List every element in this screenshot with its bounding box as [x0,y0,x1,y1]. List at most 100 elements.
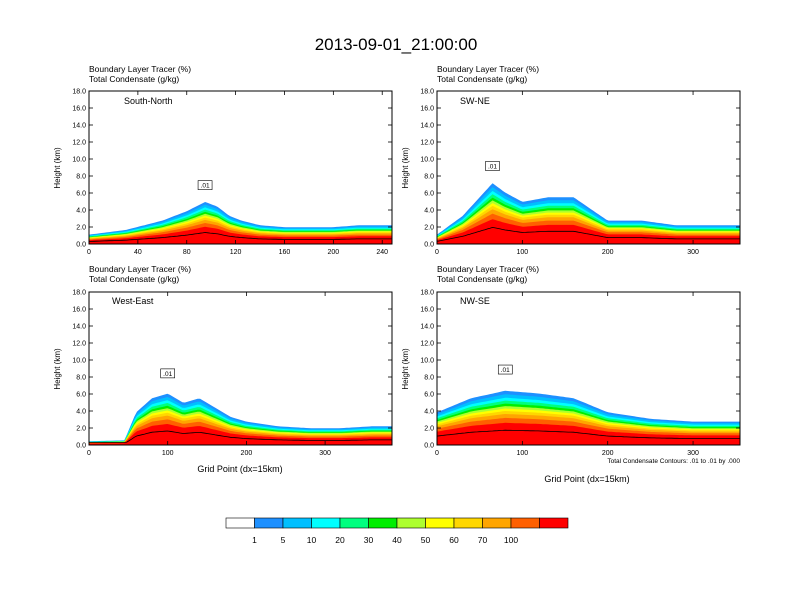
contour-note: Total Condensate Contours: .01 to .01 by… [607,458,740,465]
colorbar-label: 1 [252,535,257,545]
y-tick-label: 6.0 [76,191,86,198]
x-tick-label: 300 [319,450,331,457]
x-tick-label: 0 [435,249,439,256]
colorbar-swatch [453,517,483,529]
plot-area: 0.0 2.0 4.0 6.0 8.0 10.0 12.0 14.0 16.0 18.0 0 100 2… [72,290,393,457]
panel-sw-ne: Boundary Layer Tracer (%) Total Condensa… [401,64,741,256]
plot-area: 0.0 2.0 4.0 6.0 8.0 10.0 12.0 14.0 16.0 18.0 0 40 80… [72,89,393,256]
x-tick-label: 300 [687,249,699,256]
y-axis-label: Height (km) [53,147,62,189]
y-tick-label: 2.0 [424,426,434,433]
colorbar-swatch [368,517,398,529]
contour-label: .01 [163,371,172,378]
x-tick-label: 80 [183,249,191,256]
x-tick-label: 200 [241,450,253,457]
contour-label-box [197,180,213,190]
y-tick-label: 18.0 [420,290,434,297]
colorbar: 1 5 10 20 30 40 50 60 70 100 [225,517,569,545]
panel-subtitle-tracer: Boundary Layer Tracer (%) [437,264,539,274]
colorbar-swatch [396,517,426,529]
y-axis-label: Height (km) [401,147,410,189]
y-tick-label: 16.0 [72,106,86,113]
colorbar-label: 10 [307,535,317,545]
y-tick-label: 18.0 [72,89,86,96]
plot-area: 0.0 2.0 4.0 6.0 8.0 10.0 12.0 14.0 16.0 18.0 0 100 2… [420,89,741,256]
x-tick-label: 0 [87,249,91,256]
panel-subtitle-condensate: Total Condensate (g/kg) [437,74,527,84]
colorbar-label: 40 [392,535,402,545]
contour-label: .01 [501,367,510,374]
x-tick-label: 200 [602,450,614,457]
y-tick-label: 14.0 [420,123,434,130]
plot-frame [436,291,741,446]
plot-frame [88,291,393,446]
x-tick-label: 100 [517,249,529,256]
tracer-fill-band [437,219,740,244]
y-tick-label: 14.0 [420,324,434,331]
y-tick-label: 0.0 [424,242,434,249]
colorbar-label: 70 [478,535,488,545]
x-tick-label: 160 [279,249,291,256]
colorbar-label: 30 [364,535,374,545]
colorbar-swatch [482,517,512,529]
y-tick-label: 4.0 [76,409,86,416]
y-axis-label: Height (km) [53,348,62,390]
y-tick-label: 0.0 [424,443,434,450]
panel-subtitle-tracer: Boundary Layer Tracer (%) [89,64,191,74]
y-tick-label: 14.0 [72,123,86,130]
y-tick-label: 2.0 [76,225,86,232]
x-tick-label: 240 [376,249,388,256]
panel-south-north: Boundary Layer Tracer (%) Total Condensa… [53,64,393,256]
section-label: SW-NE [460,96,490,106]
y-tick-label: 6.0 [424,392,434,399]
y-tick-label: 4.0 [424,208,434,215]
colorbar-swatch [282,517,312,529]
y-tick-label: 2.0 [424,225,434,232]
colorbar-swatch [311,517,341,529]
figure-title: 2013-09-01_21:00:00 [315,35,478,54]
contour-label-box [497,364,513,375]
y-tick-label: 10.0 [72,358,86,365]
tracer-fill-band [89,424,392,445]
condensate-contour [89,430,392,443]
x-tick-label: 200 [328,249,340,256]
x-tick-label: 100 [162,450,174,457]
y-tick-label: 0.0 [76,443,86,450]
colorbar-swatch [254,517,284,529]
colorbar-label: 50 [421,535,431,545]
panel-subtitle-tracer: Boundary Layer Tracer (%) [437,64,539,74]
panel-subtitle-condensate: Total Condensate (g/kg) [89,274,179,284]
colorbar-swatch [339,517,369,529]
panel-subtitle-condensate: Total Condensate (g/kg) [437,274,527,284]
y-tick-label: 6.0 [76,392,86,399]
y-tick-label: 10.0 [420,157,434,164]
y-tick-label: 16.0 [72,307,86,314]
panel-subtitle-condensate: Total Condensate (g/kg) [89,74,179,84]
y-tick-label: 18.0 [72,290,86,297]
panel-subtitle-tracer: Boundary Layer Tracer (%) [89,264,191,274]
y-tick-label: 10.0 [72,157,86,164]
y-axis-label: Height (km) [401,348,410,390]
y-tick-label: 8.0 [76,174,86,181]
section-label: South-North [124,96,173,106]
y-tick-label: 12.0 [420,140,434,147]
colorbar-swatch [425,517,455,529]
section-label: NW-SE [460,296,490,306]
y-tick-label: 8.0 [424,174,434,181]
y-tick-label: 16.0 [420,106,434,113]
condensate-contour [436,429,740,439]
contour-label: .01 [488,164,497,171]
y-tick-label: 0.0 [76,242,86,249]
x-tick-label: 300 [687,450,699,457]
panel-west-east: Boundary Layer Tracer (%) Total Condensa… [53,264,393,474]
plot-area: 0.0 2.0 4.0 6.0 8.0 10.0 12.0 14.0 16.0 18.0 0 100 2… [420,290,741,457]
x-tick-label: 0 [87,450,91,457]
y-tick-label: 12.0 [72,341,86,348]
x-tick-label: 100 [517,450,529,457]
colorbar-swatch [539,517,569,529]
y-tick-label: 16.0 [420,307,434,314]
y-tick-label: 8.0 [76,375,86,382]
colorbar-swatch [225,517,255,529]
colorbar-label: 5 [281,535,286,545]
y-tick-label: 12.0 [72,140,86,147]
